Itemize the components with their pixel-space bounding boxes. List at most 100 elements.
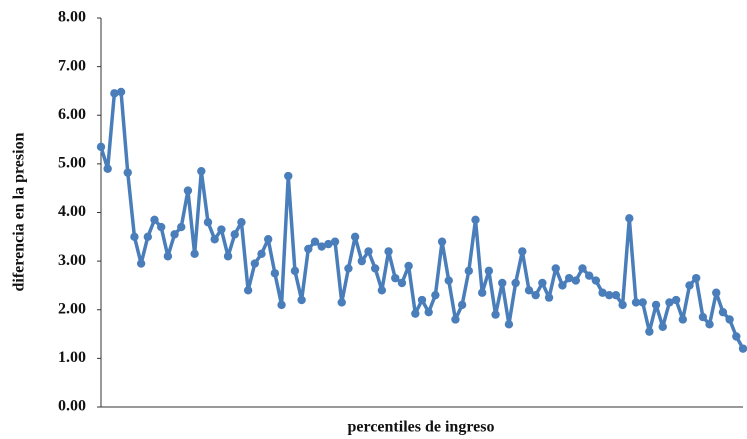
- marker: [156, 222, 166, 232]
- marker: [136, 259, 146, 268]
- marker: [223, 252, 233, 261]
- marker: [484, 266, 494, 276]
- marker: [718, 307, 728, 317]
- marker: [732, 332, 741, 341]
- marker: [678, 315, 688, 324]
- marker: [725, 315, 734, 324]
- marker: [263, 235, 273, 244]
- marker: [471, 215, 480, 224]
- y-tick-label: 1.00: [58, 349, 86, 366]
- y-tick-label: 5.00: [58, 155, 86, 172]
- marker: [551, 264, 560, 273]
- marker: [310, 237, 320, 246]
- marker: [437, 237, 447, 246]
- marker: [424, 307, 433, 317]
- marker: [645, 327, 654, 336]
- marker: [277, 300, 286, 310]
- marker: [324, 239, 333, 249]
- marker: [397, 278, 407, 288]
- marker: [498, 278, 507, 288]
- marker: [364, 247, 373, 256]
- marker: [564, 273, 574, 283]
- marker: [658, 322, 667, 331]
- marker: [631, 298, 641, 307]
- marker: [163, 252, 173, 261]
- marker: [183, 186, 193, 195]
- x-axis-title: percentiles de ingreso: [348, 419, 495, 436]
- y-axis-title: diferencia en la presion: [11, 132, 28, 291]
- marker: [270, 269, 280, 278]
- marker: [290, 266, 300, 276]
- marker: [370, 264, 380, 273]
- marker: [712, 288, 721, 297]
- marker: [491, 310, 500, 319]
- marker: [143, 232, 153, 242]
- marker: [464, 266, 474, 276]
- y-tick-label: 2.00: [58, 300, 86, 317]
- marker: [698, 312, 708, 322]
- marker: [404, 261, 413, 271]
- y-tick-label: 6.00: [58, 106, 86, 123]
- marker: [671, 295, 681, 305]
- marker: [511, 278, 520, 288]
- marker: [110, 89, 119, 98]
- marker: [377, 286, 387, 295]
- marker: [411, 309, 420, 318]
- marker: [190, 249, 199, 259]
- marker: [638, 298, 647, 307]
- marker: [524, 286, 534, 295]
- marker: [130, 232, 139, 242]
- marker: [504, 320, 514, 329]
- marker: [451, 315, 460, 324]
- marker: [477, 288, 487, 297]
- marker: [558, 281, 567, 290]
- marker: [150, 215, 159, 224]
- marker: [591, 276, 601, 285]
- marker: [337, 298, 346, 307]
- marker: [170, 230, 179, 239]
- marker: [538, 278, 547, 288]
- marker: [116, 87, 126, 97]
- marker: [685, 281, 694, 290]
- marker: [518, 247, 527, 256]
- marker: [691, 273, 701, 283]
- marker: [317, 242, 326, 251]
- marker: [284, 171, 293, 181]
- y-tick-label: 7.00: [58, 57, 86, 74]
- marker: [531, 290, 540, 300]
- marker: [571, 276, 581, 285]
- y-tick-label: 4.00: [58, 203, 86, 220]
- marker: [197, 166, 206, 176]
- marker: [243, 286, 253, 295]
- marker: [297, 295, 306, 305]
- marker: [391, 273, 400, 283]
- marker: [625, 214, 634, 223]
- marker: [705, 320, 714, 329]
- y-tick-label: 0.00: [58, 398, 86, 415]
- marker: [257, 249, 266, 259]
- marker: [578, 264, 587, 273]
- line: [99, 90, 745, 350]
- marker: [417, 295, 427, 305]
- marker: [544, 293, 554, 302]
- marker: [444, 276, 453, 285]
- marker: [230, 230, 239, 239]
- marker: [384, 247, 393, 256]
- marker: [431, 290, 440, 300]
- marker: [357, 256, 367, 266]
- y-tick-label: 3.00: [58, 252, 86, 269]
- marker: [738, 344, 747, 353]
- marker: [237, 218, 246, 227]
- marker: [330, 237, 340, 246]
- marker: [210, 235, 219, 244]
- marker: [584, 271, 594, 280]
- marker: [304, 244, 313, 254]
- marker: [611, 290, 621, 300]
- marker: [250, 259, 260, 268]
- marker: [605, 290, 614, 300]
- marker: [344, 264, 353, 273]
- marker: [618, 300, 627, 310]
- marker: [217, 225, 226, 234]
- marker: [96, 142, 106, 152]
